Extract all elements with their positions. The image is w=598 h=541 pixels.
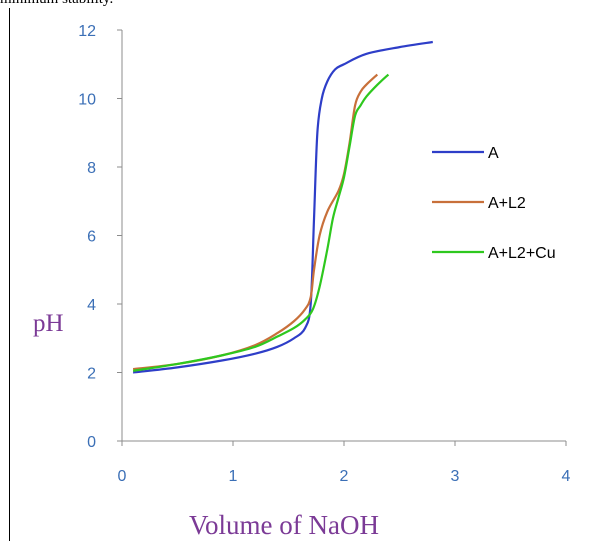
y-tick-label: 8 <box>87 160 96 177</box>
x-tick-label: 3 <box>451 468 460 485</box>
frame-border <box>9 8 10 541</box>
legend-label: A+L2+Cu <box>488 245 556 262</box>
y-tick-label: 6 <box>87 229 96 246</box>
y-tick-label: 2 <box>87 366 96 383</box>
x-tick-label: 4 <box>562 468 571 485</box>
y-tick-label: 12 <box>78 23 96 40</box>
series-line-a-l2 <box>132 73 379 371</box>
y-axis-title: pH <box>33 310 64 337</box>
y-tick-label: 0 <box>87 434 96 451</box>
x-tick-label: 2 <box>340 468 349 485</box>
series-line-a-l2-cu <box>132 73 390 372</box>
series-line-a <box>132 40 433 374</box>
legend-label: A+L2 <box>488 195 526 212</box>
y-tick-label: 4 <box>87 297 96 314</box>
y-tick-label: 10 <box>78 92 96 109</box>
caption-text: minimum stability. <box>0 0 113 8</box>
x-axis-title: Volume of NaOH <box>189 510 379 540</box>
x-tick-label: 1 <box>229 468 238 485</box>
x-tick-label: 0 <box>118 468 127 485</box>
legend-label: A <box>488 145 499 162</box>
